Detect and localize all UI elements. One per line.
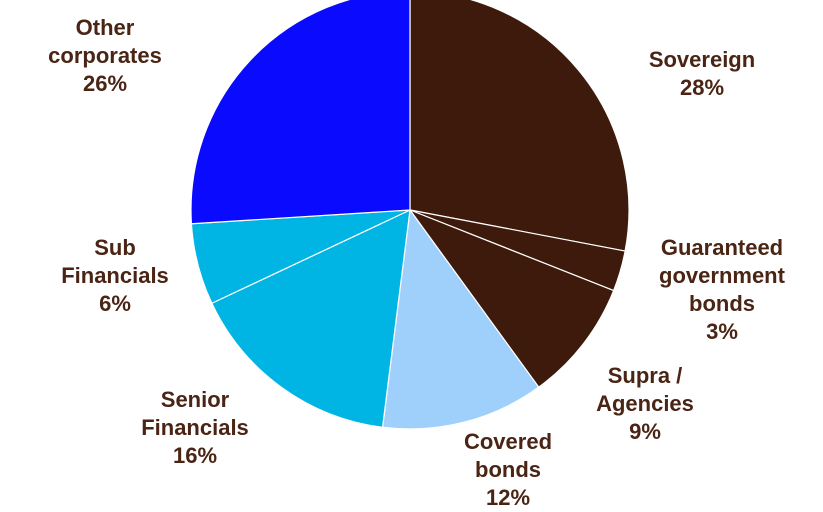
label-covered-bonds: Covered bonds 12% — [463, 429, 553, 510]
label-other-corporates: Other corporates 26% — [48, 15, 162, 96]
pie-slice-other-corporates — [190, 0, 411, 225]
label-guaranteed-government-bonds: Guaranteed government bonds 3% — [659, 235, 785, 344]
pie-slice-senior-financials — [211, 209, 411, 428]
pie-slice-covered-bonds — [381, 209, 540, 430]
label-supra-agencies: Supra / Agencies 9% — [596, 363, 694, 444]
label-sub-financials: Sub Financials 6% — [61, 235, 169, 316]
pie-slice-supra-agencies — [409, 209, 615, 388]
label-sovereign: Sovereign 28% — [648, 47, 756, 100]
pie-slice-sovereign — [409, 0, 630, 252]
label-senior-financials: Senior Financials 16% — [141, 387, 249, 468]
